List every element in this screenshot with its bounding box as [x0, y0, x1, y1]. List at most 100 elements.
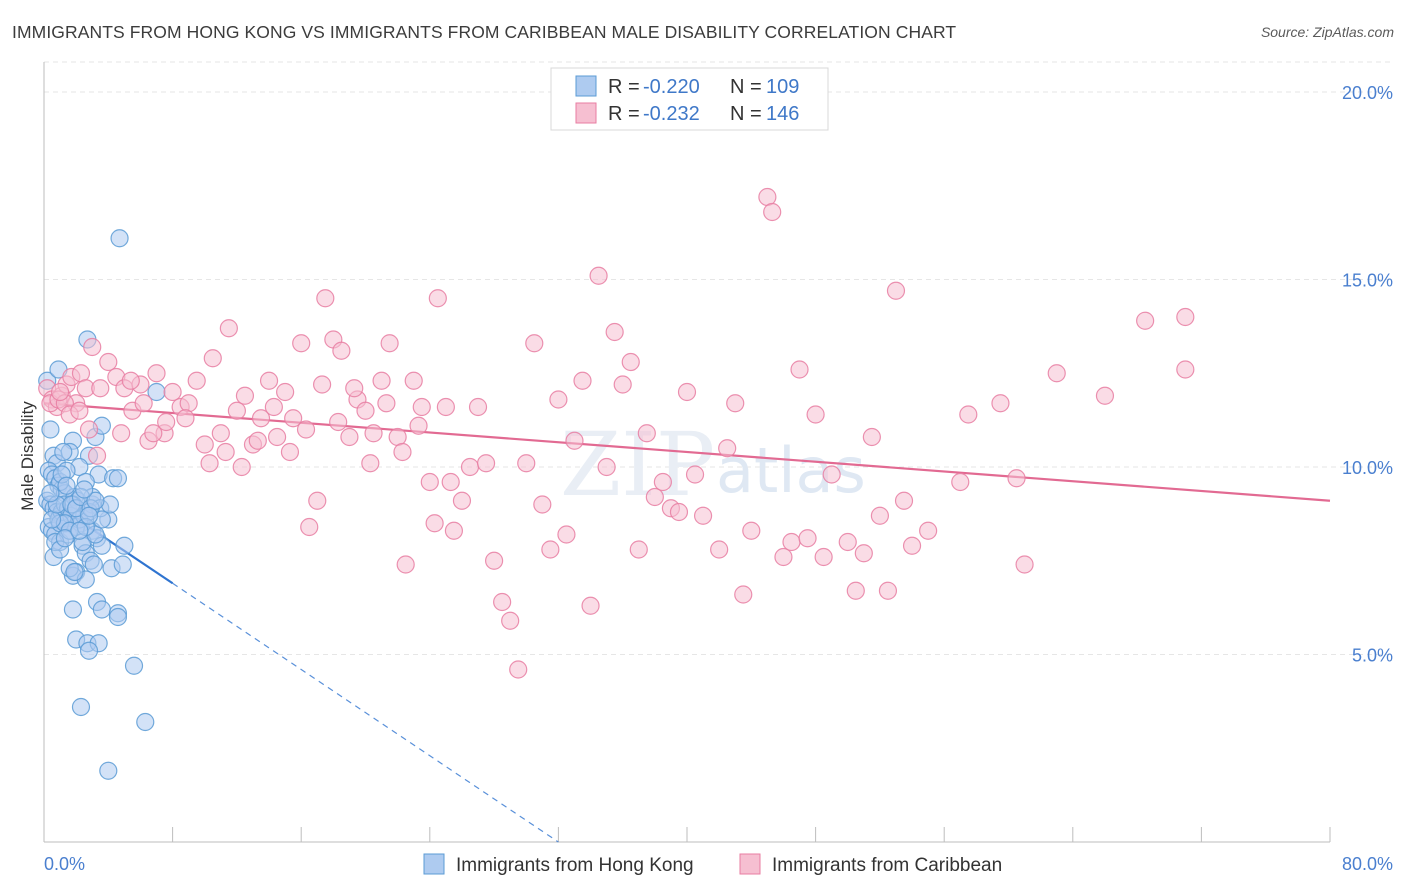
point-blue-62: [108, 607, 128, 627]
point-pink-64: [501, 611, 520, 630]
point-pink-40: [308, 491, 327, 510]
point-pink-142: [329, 412, 348, 432]
point-pink-50: [388, 427, 407, 447]
point-pink-139: [280, 442, 300, 462]
point-blue-99: [86, 491, 105, 510]
point-pink-75: [589, 266, 608, 285]
x-tick-label-0: 0.0%: [44, 854, 85, 874]
point-pink-61: [476, 454, 496, 473]
point-pink-144: [361, 454, 380, 473]
point-pink-29: [219, 319, 238, 338]
point-pink-74: [581, 596, 600, 615]
watermark-zip: ZIP: [560, 413, 715, 516]
point-pink-105: [854, 544, 873, 563]
point-pink-88: [693, 506, 713, 525]
point-pink-149: [441, 472, 460, 492]
point-pink-134: [200, 454, 219, 473]
point-pink-81: [637, 424, 656, 443]
point-pink-132: [157, 412, 176, 432]
point-pink-52: [404, 371, 423, 390]
point-pink-127: [87, 446, 107, 465]
point-pink-136: [232, 457, 251, 477]
y-tick-label-2: 15.0%: [1342, 271, 1393, 291]
point-pink-54: [420, 472, 439, 492]
point-pink-110: [894, 491, 914, 510]
point-pink-129: [121, 371, 140, 390]
point-pink-28: [211, 424, 230, 443]
source-label: Source: ZipAtlas.com: [1260, 24, 1394, 40]
x-tick-labels: 0.0% 80.0%: [44, 854, 1393, 874]
point-blue-60: [92, 600, 111, 619]
point-pink-103: [838, 532, 857, 552]
point-pink-73: [573, 371, 592, 390]
point-pink-86: [677, 382, 697, 402]
y-axis-label: Male Disability: [18, 401, 37, 511]
point-pink-100: [806, 405, 825, 424]
point-pink-108: [878, 581, 898, 600]
point-pink-70: [549, 390, 568, 409]
legend-swatch-blue: [575, 75, 597, 97]
point-pink-68: [533, 495, 552, 514]
y-tick-label-1: 10.0%: [1342, 458, 1393, 478]
point-blue-68: [71, 697, 91, 717]
point-pink-122: [1176, 307, 1195, 327]
point-blue-70: [99, 761, 118, 780]
point-pink-43: [332, 341, 351, 360]
point-pink-69: [541, 540, 560, 559]
point-pink-46: [356, 401, 375, 420]
point-pink-137: [248, 431, 267, 450]
point-blue-93: [57, 476, 76, 495]
point-pink-25: [187, 371, 206, 390]
point-blue-90: [42, 510, 62, 529]
point-pink-114: [959, 405, 978, 424]
point-pink-26: [195, 435, 214, 454]
point-pink-107: [870, 506, 890, 525]
point-pink-128: [112, 424, 131, 443]
point-blue-58: [63, 600, 83, 619]
point-pink-39: [300, 517, 319, 537]
point-pink-71: [557, 525, 576, 544]
legend-frame: [550, 67, 829, 131]
point-pink-31: [235, 386, 255, 405]
point-pink-113: [951, 472, 970, 492]
y-tick-label-0: 5.0%: [1352, 646, 1393, 666]
point-blue-100: [41, 484, 60, 503]
point-pink-41: [316, 289, 335, 308]
point-pink-135: [216, 442, 235, 462]
y-tick-label-3: 20.0%: [1342, 83, 1393, 103]
point-blue-1: [41, 420, 60, 439]
bottom-legend-swatch-blue: [423, 853, 445, 875]
data-points: [38, 187, 1195, 780]
point-pink-87: [685, 465, 705, 484]
point-pink-98: [790, 360, 809, 379]
point-pink-77: [605, 322, 624, 342]
point-pink-58: [452, 491, 472, 510]
point-pink-20: [147, 364, 166, 383]
point-pink-72: [565, 431, 584, 450]
point-pink-147: [409, 416, 428, 435]
legend-r-value-pink: -0.232: [643, 103, 700, 125]
point-pink-49: [380, 334, 399, 353]
point-pink-102: [822, 465, 841, 484]
legend-n-label-blue: N =: [730, 76, 762, 98]
trend-line-blue-extension: [172, 582, 559, 843]
point-pink-34: [259, 371, 279, 390]
legend-n-value-blue: 109: [766, 76, 799, 98]
point-pink-57: [444, 521, 464, 540]
point-pink-126: [79, 420, 99, 439]
point-pink-65: [509, 660, 528, 679]
point-pink-90: [718, 439, 737, 458]
point-pink-96: [774, 547, 793, 567]
point-pink-106: [862, 427, 881, 447]
point-pink-120: [1136, 311, 1155, 330]
point-pink-48: [372, 371, 391, 390]
legend-r-label-pink: R =: [608, 103, 640, 125]
point-pink-67: [525, 334, 544, 353]
y-tick-labels: 5.0% 10.0% 15.0% 20.0%: [1342, 83, 1393, 666]
legend-r-label-blue: R =: [608, 76, 640, 98]
point-pink-138: [264, 397, 283, 417]
point-pink-141: [312, 375, 332, 394]
legend-n-value-pink: 146: [766, 103, 799, 125]
point-blue-105: [65, 562, 84, 582]
